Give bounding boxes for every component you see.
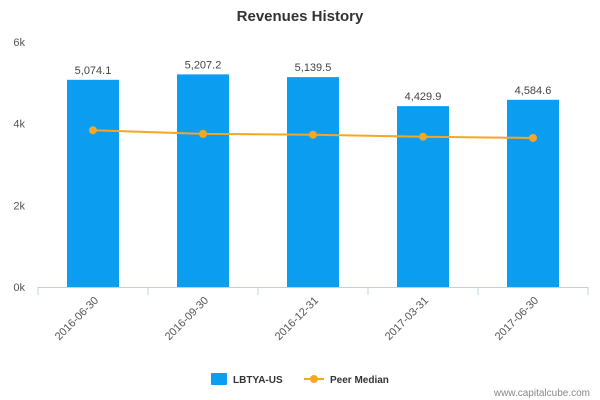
bar-value-label: 5,074.1 [75, 65, 112, 77]
peer-median-series [89, 126, 537, 142]
peer-median-point [89, 126, 97, 135]
peer-median-point [529, 133, 537, 142]
bar-2016-09-30 [177, 74, 229, 287]
bar-series [67, 74, 559, 287]
data-labels: 5,074.1 5,207.2 5,139.5 4,429.9 4,584.6 [75, 59, 552, 103]
peer-median-point [309, 130, 317, 139]
x-tick-label: 2017-03-31 [383, 295, 431, 343]
bar-2016-12-31 [287, 77, 339, 287]
peer-median-point [419, 132, 427, 141]
y-axis: 0k 2k 4k 6k [13, 37, 25, 294]
bar-value-label: 5,139.5 [295, 62, 332, 74]
x-tick-label: 2017-06-30 [493, 295, 541, 343]
x-tick-label: 2016-12-31 [273, 295, 321, 343]
bar-2017-06-30 [507, 99, 559, 287]
bar-2016-06-30 [67, 79, 119, 287]
peer-median-point [199, 129, 207, 138]
y-tick-label: 0k [13, 282, 25, 294]
bar-value-label: 4,584.6 [515, 85, 552, 97]
credit-text: www.capitalcube.com [493, 388, 590, 399]
y-tick-label: 6k [13, 37, 25, 49]
legend-label-peer-median: Peer Median [330, 375, 389, 386]
x-tick-label: 2016-09-30 [163, 295, 211, 343]
x-tick-label: 2016-06-30 [53, 295, 101, 343]
bar-value-label: 4,429.9 [405, 91, 442, 103]
legend: LBTYA-US Peer Median [211, 373, 389, 386]
y-tick-label: 2k [13, 200, 25, 212]
legend-swatch-lbtya [211, 373, 227, 385]
legend-marker-peer-median [310, 375, 318, 383]
bar-value-label: 5,207.2 [185, 59, 222, 71]
chart-title: Revenues History [237, 8, 364, 25]
y-tick-label: 4k [13, 119, 25, 131]
x-axis: 2016-06-30 2016-09-30 2016-12-31 2017-03-31… [37, 287, 589, 343]
legend-label-lbtya: LBTYA-US [233, 375, 283, 386]
